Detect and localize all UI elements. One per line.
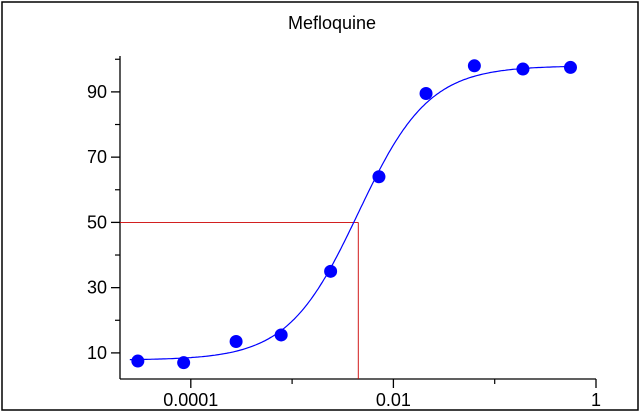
data-point: [563, 60, 577, 74]
y-tick-label: 90: [87, 82, 107, 102]
ec50-guides: [120, 221, 359, 379]
data-point: [516, 62, 530, 76]
fit-curve: [129, 65, 574, 361]
x-tick-label: 0.0001: [163, 390, 218, 410]
y-tick-label: 30: [87, 278, 107, 298]
x-tick-label: 1: [591, 390, 601, 410]
data-point: [177, 356, 191, 370]
y-tick-label: 10: [87, 343, 107, 363]
axes-group: 10 30 50 70 90 0.0001 0.01 1: [87, 56, 601, 410]
x-tick-label: 0.01: [376, 390, 411, 410]
fit-curve-group: [129, 65, 574, 361]
data-point: [419, 87, 433, 101]
chart-title: Mefloquine: [288, 13, 376, 33]
data-point: [131, 354, 145, 368]
data-points: [131, 59, 577, 370]
data-point: [467, 59, 481, 73]
data-point: [229, 334, 243, 348]
y-tick-label: 70: [87, 147, 107, 167]
y-tick-label: 50: [87, 212, 107, 232]
data-point: [324, 264, 338, 278]
data-point: [274, 328, 288, 342]
data-point: [372, 170, 386, 184]
